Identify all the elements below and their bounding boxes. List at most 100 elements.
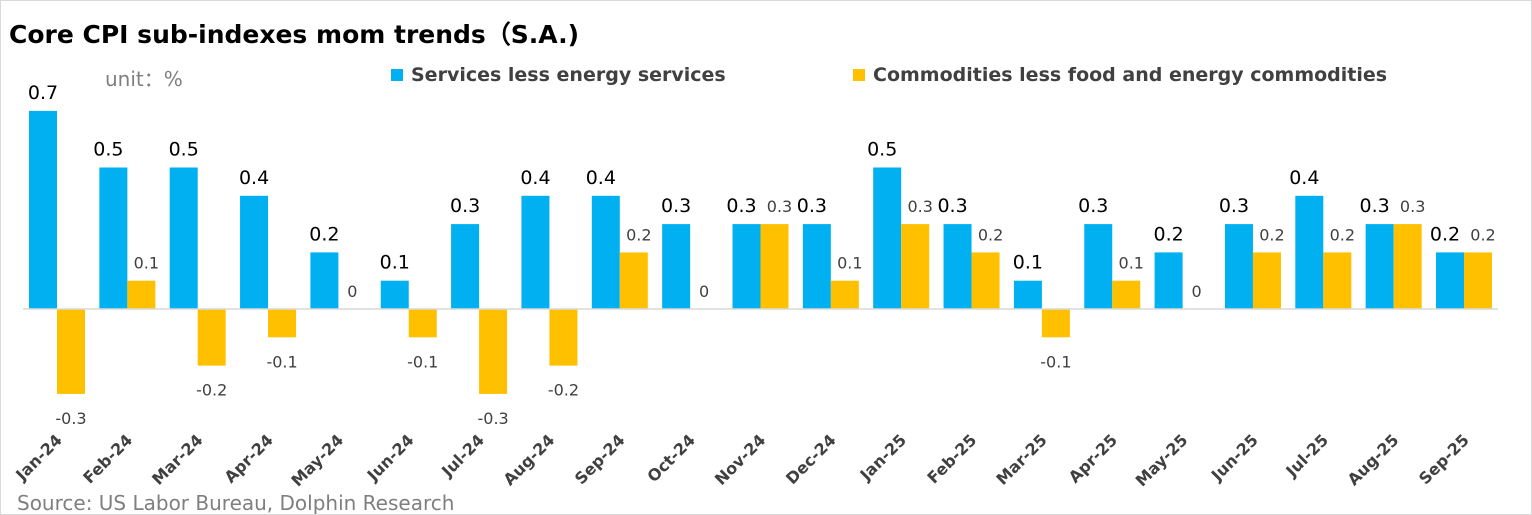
bar-services [1365,224,1394,309]
x-tick-label: Apr-25 [1065,430,1121,486]
data-label-commodities: 0 [1192,282,1202,301]
data-label-services: 0.2 [1153,223,1183,245]
data-label-services: 0.4 [520,167,550,189]
bar-services [310,252,339,309]
bar-commodities [268,309,297,338]
data-label-commodities: -0.1 [407,352,438,371]
bar-commodities [901,224,930,309]
data-label-services: 0.7 [28,82,58,104]
chart-title: Core CPI sub-indexes mom trends（S.A.) [9,20,580,49]
data-label-services: 0.5 [169,139,199,161]
bar-commodities [619,252,648,309]
data-label-commodities: 0.2 [626,225,651,244]
bar-commodities [57,309,85,394]
bar-services [802,224,831,309]
data-label-commodities: -0.1 [266,352,297,371]
data-label-services: 0.2 [309,223,339,245]
bar-services [662,224,691,309]
x-tick-label: Jul-25 [1281,430,1332,481]
data-label-services: 0.1 [380,252,410,274]
data-label-commodities: 0.3 [907,197,932,216]
bar-services [169,167,198,309]
data-label-commodities: -0.2 [548,381,579,400]
x-tick-label: May-25 [1132,430,1192,490]
bar-services [380,280,409,309]
x-tick-label: Nov-24 [711,430,769,488]
data-label-services: 0.3 [1078,195,1108,217]
legend-item-services: Services less energy services [391,64,726,86]
x-tick-label: Jun-25 [1207,430,1262,485]
data-label-commodities: 0.3 [767,197,792,216]
x-tick-label: Sep-25 [1415,430,1473,488]
bar-services [943,224,972,309]
bar-services [873,167,902,309]
data-label-commodities: 0.1 [837,254,862,273]
bar-commodities [127,280,156,309]
bar-services [1224,224,1253,309]
data-label-commodities: 0 [699,282,709,301]
bar-commodities [830,280,859,309]
bar-services [1013,280,1042,309]
x-tick-label: Oct-24 [643,430,699,486]
bar-services [99,167,128,309]
data-label-services: 0.5 [867,139,897,161]
x-tick-label: Feb-24 [79,430,136,487]
bar-commodities [197,309,226,366]
data-label-services: 0.5 [93,139,123,161]
x-tick-label: Dec-24 [782,430,840,488]
data-label-services: 0.3 [661,195,691,217]
x-tick-label: Jan-25 [856,430,910,484]
x-tick-label: Jun-24 [363,430,418,485]
data-label-commodities: 0.3 [1400,197,1425,216]
x-tick-label: Mar-24 [148,430,206,488]
data-label-services: 0.3 [1219,195,1249,217]
bar-commodities [1323,252,1352,309]
bar-services [451,224,480,309]
legend-swatch-commodities [853,69,865,81]
bar-commodities [1041,309,1070,338]
x-tick-label: Jan-24 [11,430,65,484]
legend-swatch-services [391,69,403,81]
data-label-commodities: 0.2 [1470,225,1495,244]
x-tick-label: Jul-24 [437,430,488,481]
data-label-commodities: 0.1 [1119,254,1144,273]
x-tick-label: May-24 [287,430,347,490]
x-tick-label: Mar-25 [992,430,1050,488]
data-label-commodities: -0.3 [55,409,86,428]
data-label-services: 0.3 [726,195,756,217]
x-tick-label: Sep-24 [571,430,629,488]
legend-label-commodities: Commodities less food and energy commodi… [873,64,1388,86]
data-label-services: 0.1 [1013,252,1043,274]
source-note: Source: US Labor Bureau, Dolphin Researc… [17,491,455,515]
bar-commodities [1112,280,1141,309]
data-label-commodities: 0.2 [1259,225,1284,244]
data-label-commodities: -0.2 [196,381,227,400]
bar-services [1295,195,1324,309]
data-label-services: 0.4 [239,167,269,189]
bar-services [732,224,761,309]
bar-services [240,195,269,309]
bar-commodities [971,252,1000,309]
bar-commodities [549,309,578,366]
bar-commodities [1252,252,1281,309]
bar-services [1084,224,1113,309]
data-label-services: 0.3 [1360,195,1390,217]
bar-commodities [408,309,437,338]
data-label-services: 0.3 [450,195,480,217]
bar-services [521,195,550,309]
data-label-commodities: -0.3 [477,409,508,428]
legend-label-services: Services less energy services [411,64,726,86]
data-label-services: 0.2 [1430,223,1460,245]
x-tick-label: Aug-25 [1344,430,1403,489]
data-label-commodities: 0.2 [978,225,1003,244]
legend-item-commodities: Commodities less food and energy commodi… [853,64,1387,86]
data-label-services: 0.3 [797,195,827,217]
bar-services [1436,252,1464,309]
x-tick-label: Feb-25 [923,430,980,487]
unit-label: unit：% [105,67,183,91]
data-label-services: 0.3 [937,195,967,217]
bar-commodities [1393,224,1422,309]
data-label-commodities: 0.1 [134,254,159,273]
